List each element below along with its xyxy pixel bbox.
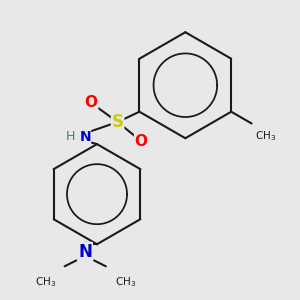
Text: N: N xyxy=(79,130,91,144)
Text: N: N xyxy=(78,243,92,261)
Text: H: H xyxy=(65,130,75,143)
Text: CH$_3$: CH$_3$ xyxy=(34,275,56,289)
Text: CH$_3$: CH$_3$ xyxy=(255,129,276,143)
Text: CH$_3$: CH$_3$ xyxy=(115,275,136,289)
Text: S: S xyxy=(112,113,124,131)
Text: O: O xyxy=(85,95,98,110)
Text: O: O xyxy=(135,134,148,149)
